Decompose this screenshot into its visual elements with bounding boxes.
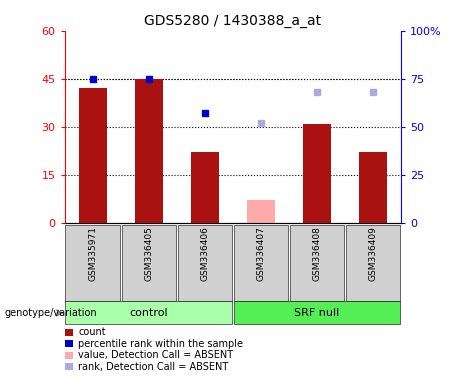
Text: GSM336409: GSM336409 bbox=[368, 226, 378, 281]
Text: GSM336406: GSM336406 bbox=[200, 226, 209, 281]
Text: percentile rank within the sample: percentile rank within the sample bbox=[78, 339, 243, 349]
Bar bbox=[78, 88, 106, 223]
Text: GSM335971: GSM335971 bbox=[88, 226, 97, 281]
Bar bbox=[191, 152, 219, 223]
Text: GSM336408: GSM336408 bbox=[313, 226, 321, 281]
Bar bbox=[247, 200, 275, 223]
Text: rank, Detection Call = ABSENT: rank, Detection Call = ABSENT bbox=[78, 362, 229, 372]
Text: SRF null: SRF null bbox=[294, 308, 340, 318]
Text: value, Detection Call = ABSENT: value, Detection Call = ABSENT bbox=[78, 350, 233, 360]
Text: genotype/variation: genotype/variation bbox=[5, 308, 97, 318]
Text: control: control bbox=[130, 308, 168, 318]
Text: GSM336405: GSM336405 bbox=[144, 226, 153, 281]
Title: GDS5280 / 1430388_a_at: GDS5280 / 1430388_a_at bbox=[144, 14, 321, 28]
Bar bbox=[359, 152, 387, 223]
Text: count: count bbox=[78, 327, 106, 337]
Text: GSM336407: GSM336407 bbox=[256, 226, 266, 281]
Bar bbox=[303, 124, 331, 223]
Bar bbox=[135, 79, 163, 223]
